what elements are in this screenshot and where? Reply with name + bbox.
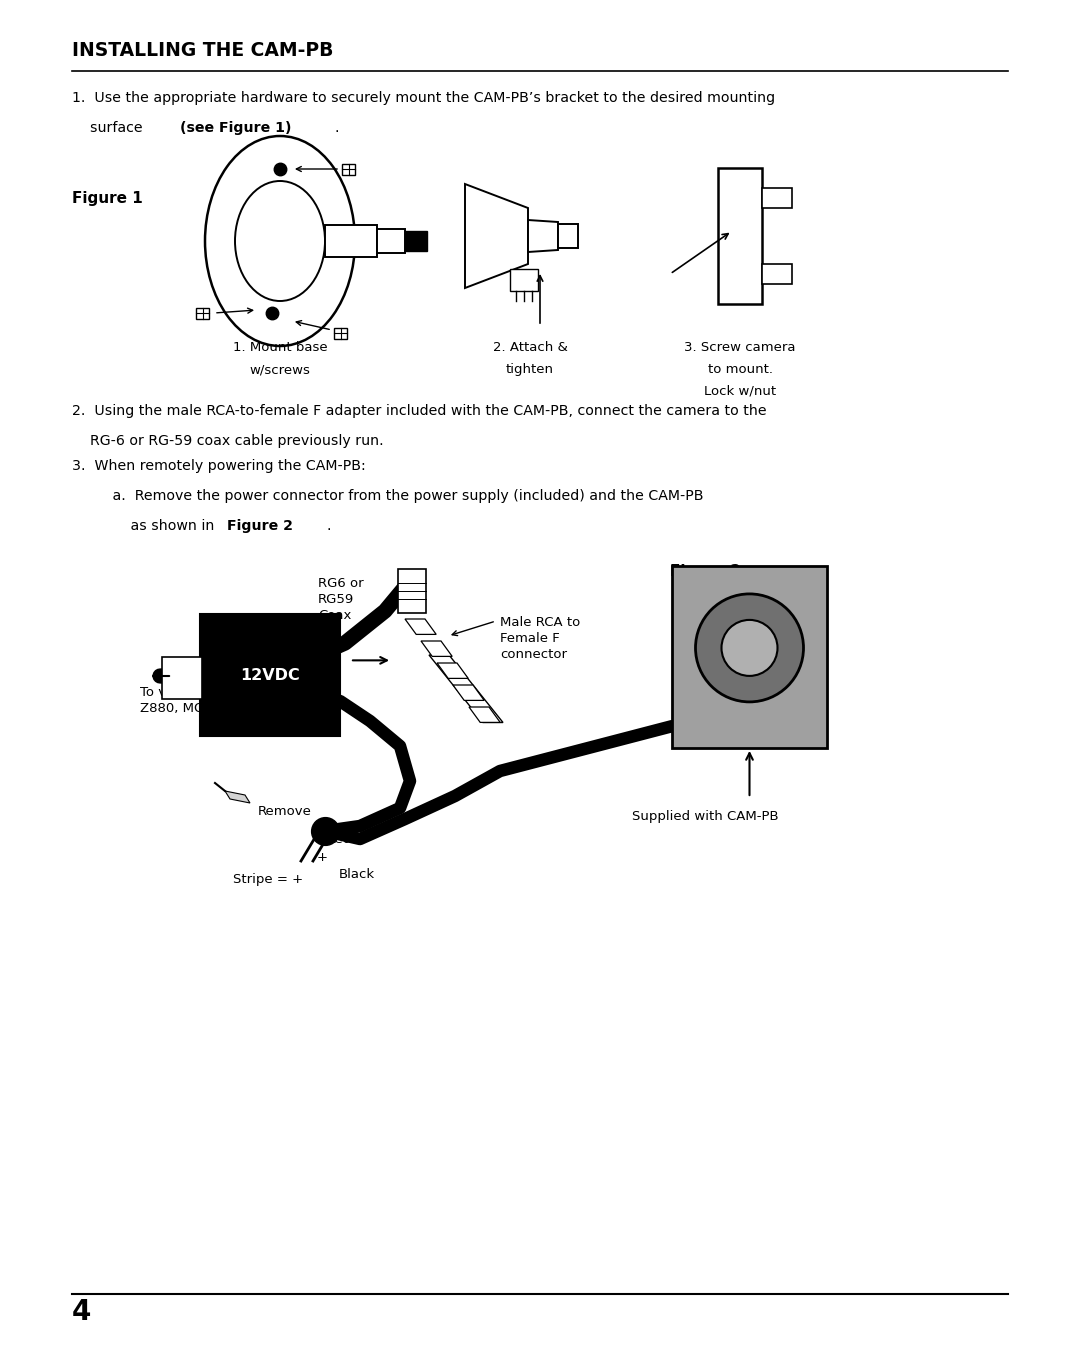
- Polygon shape: [405, 619, 436, 634]
- Text: INSTALLING THE CAM-PB: INSTALLING THE CAM-PB: [72, 40, 334, 61]
- Circle shape: [721, 621, 778, 676]
- Text: Lock w/nut: Lock w/nut: [704, 385, 777, 398]
- Text: a.  Remove the power connector from the power supply (included) and the CAM-PB: a. Remove the power connector from the p…: [72, 489, 703, 503]
- Text: .: .: [335, 121, 339, 135]
- Text: 3. Screw camera: 3. Screw camera: [685, 341, 796, 354]
- Polygon shape: [421, 641, 453, 657]
- Bar: [399, 569, 426, 612]
- Ellipse shape: [205, 136, 355, 346]
- Bar: [762, 264, 792, 284]
- Polygon shape: [465, 184, 528, 288]
- Text: 1.  Use the appropriate hardware to securely mount the CAM-PB’s bracket to the d: 1. Use the appropriate hardware to secur…: [72, 92, 775, 105]
- Bar: [325, 225, 377, 257]
- Text: .: .: [327, 520, 332, 533]
- Text: tighten: tighten: [507, 363, 554, 376]
- Polygon shape: [225, 791, 249, 804]
- Polygon shape: [429, 656, 503, 723]
- Bar: [334, 327, 347, 338]
- Text: +: +: [318, 851, 328, 864]
- Polygon shape: [453, 685, 484, 700]
- Polygon shape: [469, 707, 500, 723]
- Text: Stripe = +: Stripe = +: [233, 874, 303, 886]
- Bar: [510, 269, 538, 291]
- Text: 12VDC: 12VDC: [240, 668, 300, 682]
- Text: as shown in: as shown in: [72, 520, 219, 533]
- Ellipse shape: [235, 180, 325, 302]
- Text: To video display,
Z880, MOD3000 etc.: To video display, Z880, MOD3000 etc.: [140, 686, 278, 715]
- Text: Red: Red: [327, 833, 352, 847]
- Text: RG6 or
RG59
Coax: RG6 or RG59 Coax: [318, 577, 364, 622]
- Text: 3.  When remotely powering the CAM-PB:: 3. When remotely powering the CAM-PB:: [72, 459, 366, 472]
- Bar: [405, 232, 427, 250]
- Text: Male RCA to
Female F
connector: Male RCA to Female F connector: [500, 616, 580, 661]
- Circle shape: [696, 594, 804, 701]
- Text: Supplied with CAM-PB: Supplied with CAM-PB: [632, 810, 779, 822]
- Text: Figure 1: Figure 1: [72, 191, 143, 206]
- Text: Figure 2: Figure 2: [670, 564, 741, 579]
- Text: RG-6 or RG-59 coax cable previously run.: RG-6 or RG-59 coax cable previously run.: [72, 433, 383, 448]
- Bar: [195, 307, 210, 319]
- Bar: [762, 188, 792, 209]
- Text: surface: surface: [72, 121, 147, 135]
- Text: 2.  Using the male RCA-to-female F adapter included with the CAM-PB, connect the: 2. Using the male RCA-to-female F adapte…: [72, 404, 767, 419]
- Bar: [377, 229, 405, 253]
- Bar: [162, 657, 202, 700]
- Bar: [672, 567, 827, 748]
- Text: Black: Black: [339, 868, 375, 882]
- Polygon shape: [528, 219, 558, 252]
- Polygon shape: [437, 664, 469, 678]
- Bar: [341, 163, 354, 175]
- Text: to mount.: to mount.: [707, 363, 772, 376]
- Text: Remove: Remove: [258, 805, 312, 818]
- Text: 1. Mount base: 1. Mount base: [232, 341, 327, 354]
- Text: (see Figure 1): (see Figure 1): [180, 121, 292, 135]
- Text: Figure 2: Figure 2: [227, 520, 293, 533]
- Bar: [718, 168, 762, 304]
- Text: 4: 4: [72, 1298, 92, 1326]
- Bar: [558, 223, 578, 248]
- Text: w/screws: w/screws: [249, 363, 310, 376]
- Text: 2. Attach &: 2. Attach &: [492, 341, 567, 354]
- Bar: [200, 614, 340, 736]
